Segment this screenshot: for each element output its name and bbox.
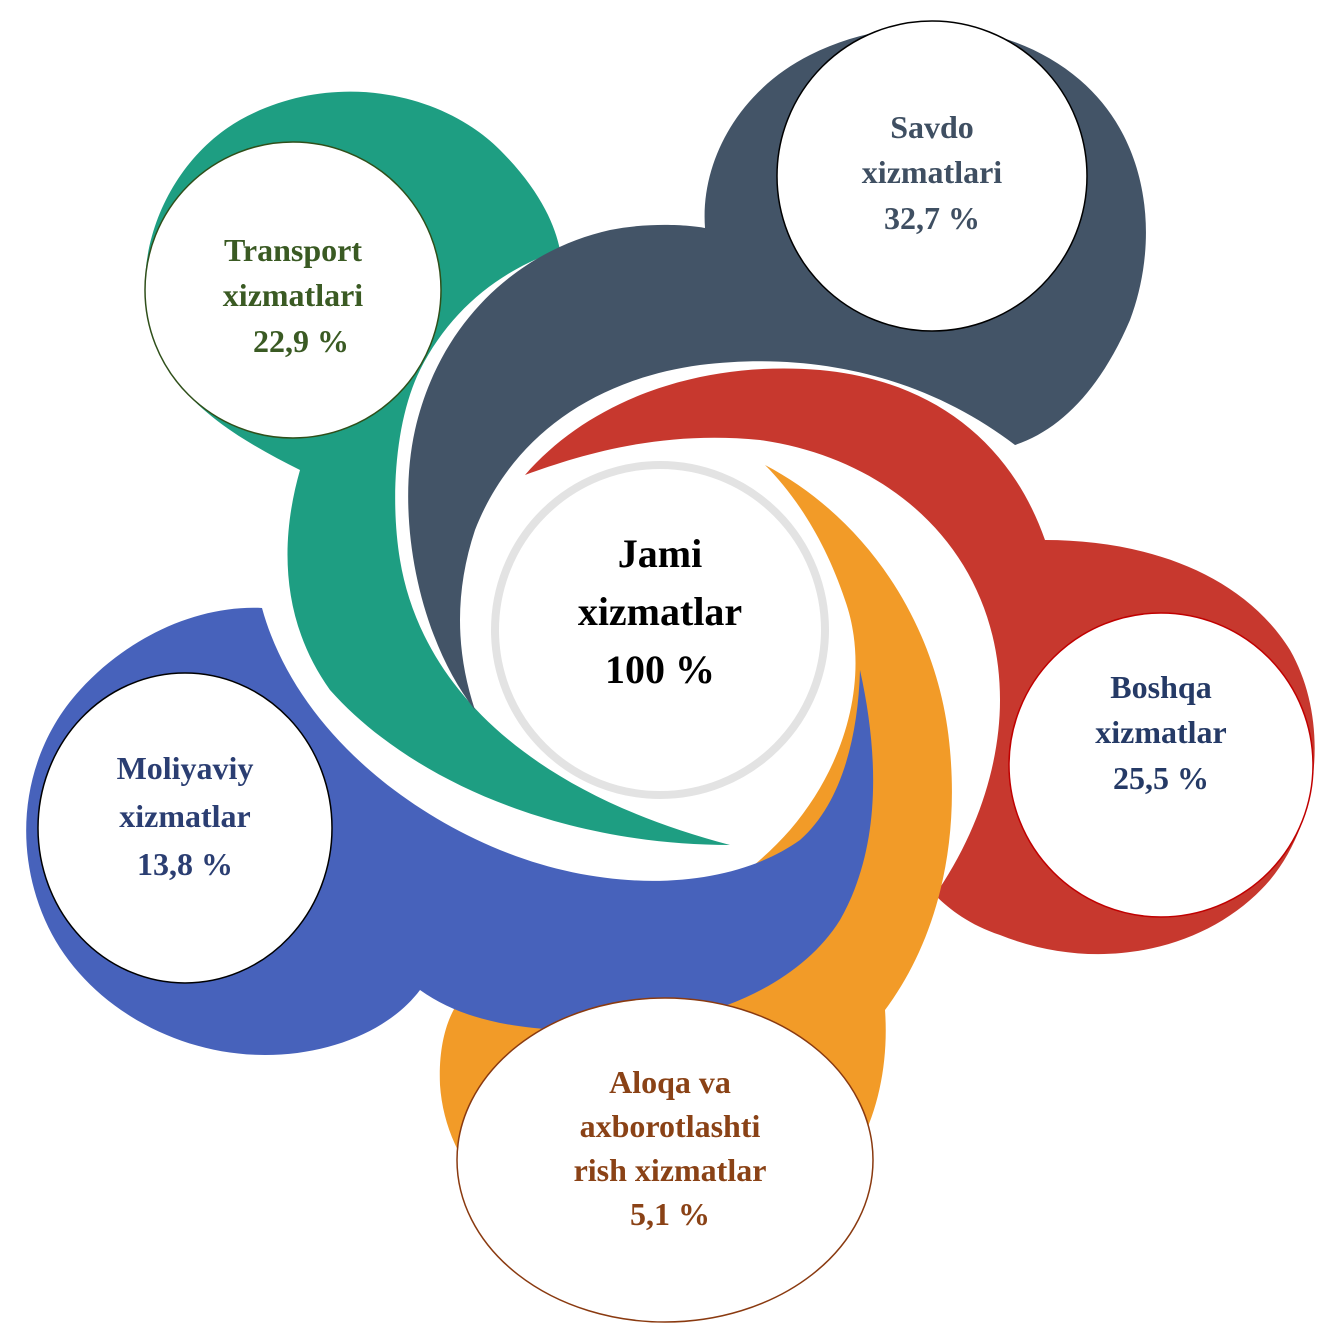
transport-label: Transport xizmatlari 22,9 % <box>168 228 418 364</box>
bubbles <box>37 20 1314 1323</box>
savdo-name-line-2: xizmatlari <box>861 154 1003 191</box>
savdo-label: Savdo xizmatlari 32,7 % <box>802 105 1062 241</box>
boshqa-name-line-2: xizmatlar <box>1095 714 1227 751</box>
aloqa-name-line-1: Aloqa va <box>609 1064 731 1100</box>
center-line-3: 100 % <box>605 647 715 692</box>
moliyaviy-value: 13,8 % <box>137 846 233 882</box>
boshqa-name-line-1: Boshqa <box>1110 669 1212 705</box>
boshqa-label: Boshqa xizmatlar 25,5 % <box>1031 665 1291 801</box>
transport-name-line-1: Transport <box>223 232 363 268</box>
moliyaviy-name-line-2: xizmatlar <box>119 798 251 834</box>
boshqa-value: 25,5 % <box>1113 759 1209 796</box>
center-line-1: Jami <box>617 531 703 576</box>
center-label: Jami xizmatlar 100 % <box>530 525 790 699</box>
transport-name-line-2: xizmatlari <box>222 277 364 314</box>
moliyaviy-label: Moliyaviy xizmatlar 13,8 % <box>55 744 315 888</box>
bubble-transport <box>144 141 442 439</box>
savdo-name-line-1: Savdo <box>890 109 974 145</box>
transport-value: 22,9 % <box>253 322 349 359</box>
moliyaviy-name-line-1: Moliyaviy <box>116 750 254 786</box>
bubble-boshqa <box>1008 612 1314 918</box>
aloqa-name-line-3: rish xizmatlar <box>573 1152 767 1189</box>
bubble-savdo <box>776 20 1088 332</box>
bubble-aloqa <box>456 997 874 1323</box>
savdo-value: 32,7 % <box>884 199 980 236</box>
bubble-moliyaviy <box>37 672 333 984</box>
aloqa-value: 5,1 % <box>630 1196 710 1233</box>
aloqa-label: Aloqa va axborotlashti rish xizmatlar 5,… <box>520 1060 820 1237</box>
center-line-2: xizmatlar <box>577 589 743 634</box>
aloqa-name-line-2: axborotlashti <box>579 1108 761 1145</box>
center-circle <box>491 461 829 799</box>
